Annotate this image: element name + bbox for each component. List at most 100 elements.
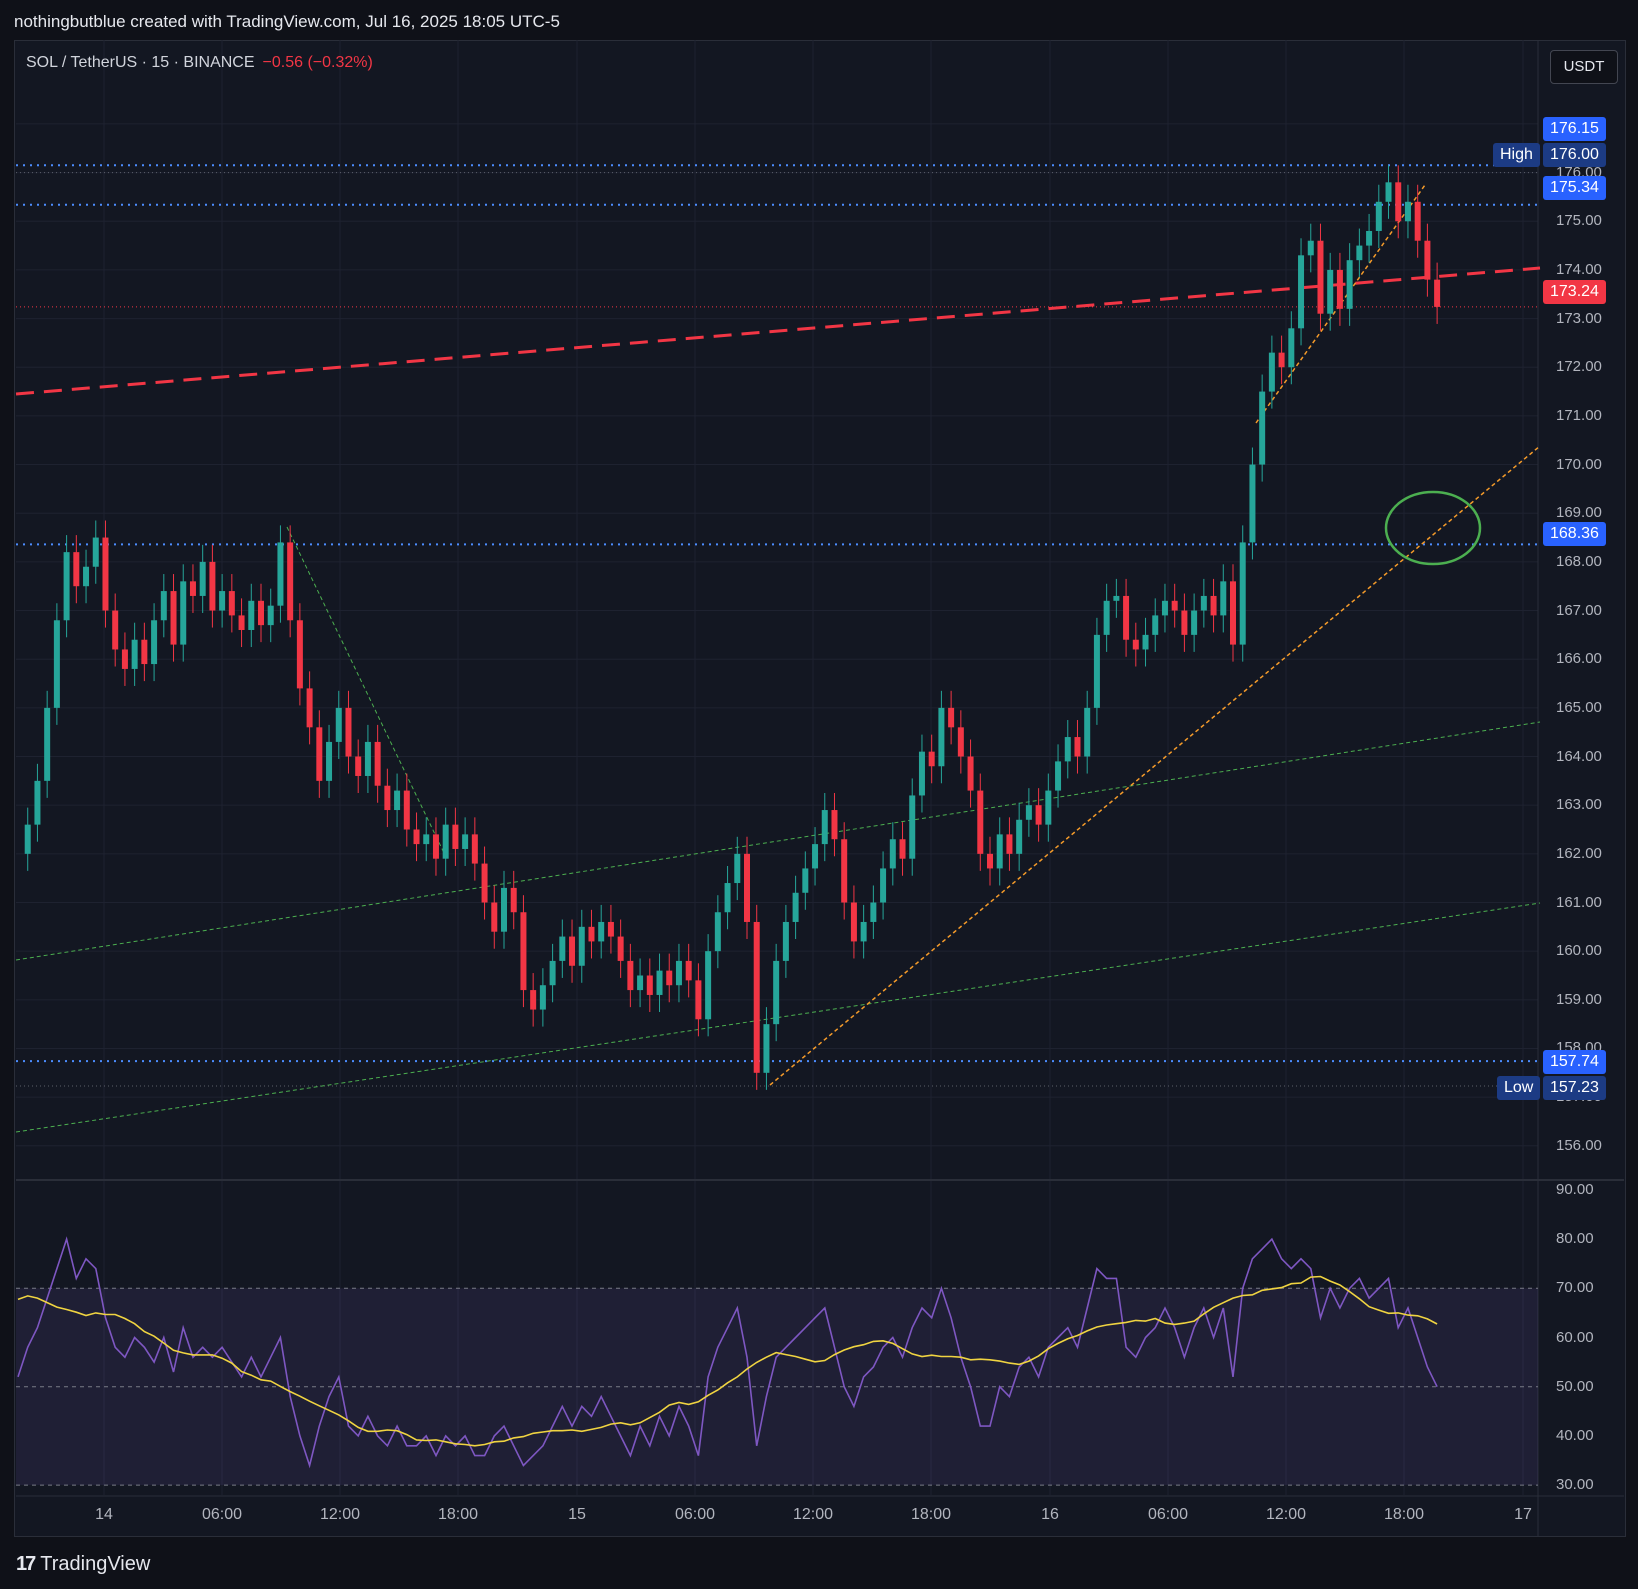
candle-body bbox=[1366, 230, 1373, 246]
candle-body bbox=[1113, 595, 1120, 601]
candle-body bbox=[598, 921, 605, 942]
candle-body bbox=[588, 926, 595, 942]
rsi-line bbox=[17, 1236, 1438, 1469]
candle-body bbox=[267, 605, 274, 626]
tradingview-brand: TradingView bbox=[40, 1553, 151, 1575]
time-tick-label: 12:00 bbox=[319, 1506, 361, 1523]
candle-body bbox=[996, 834, 1003, 869]
candle-body bbox=[734, 853, 741, 884]
candle-body bbox=[802, 868, 809, 893]
candle-body bbox=[1142, 634, 1149, 650]
candle-body bbox=[1230, 581, 1236, 645]
header-bar: nothingbutblue created with TradingView.… bbox=[0, 0, 1638, 40]
highlight-circle bbox=[1384, 490, 1482, 566]
level-label-176-15: 176.15 bbox=[1543, 117, 1606, 141]
candle-body bbox=[491, 902, 498, 932]
candle-body bbox=[1424, 240, 1431, 280]
candle-body bbox=[1307, 240, 1314, 256]
candle-body bbox=[1103, 600, 1110, 635]
candle-body bbox=[539, 985, 546, 1010]
candle-body bbox=[1084, 707, 1091, 757]
header-title: nothingbutblue created with TradingView.… bbox=[14, 12, 560, 31]
candle-body bbox=[607, 921, 614, 937]
currency-button[interactable]: USDT bbox=[1550, 50, 1618, 84]
candle-body bbox=[1171, 600, 1178, 611]
candle-body bbox=[695, 980, 702, 1020]
rsi-tick-label: 60.00 bbox=[1556, 1328, 1594, 1346]
candle-body bbox=[831, 810, 838, 840]
candle-body bbox=[1288, 328, 1295, 368]
time-tick-label: 14 bbox=[95, 1506, 113, 1523]
candle-body bbox=[1317, 240, 1324, 314]
candle-body bbox=[384, 785, 391, 811]
orange-uptrend bbox=[769, 445, 1541, 1086]
candle-body bbox=[1327, 269, 1334, 314]
candle-body bbox=[306, 688, 313, 728]
candle-body bbox=[121, 649, 128, 669]
candle-body bbox=[209, 561, 216, 611]
last-price-label: 173.24 bbox=[1543, 280, 1606, 304]
candle-body bbox=[316, 727, 323, 781]
candle-body bbox=[627, 960, 634, 991]
candle-body bbox=[1152, 615, 1159, 635]
candle-body bbox=[403, 790, 410, 830]
candle-body bbox=[763, 1024, 770, 1073]
candle-body bbox=[442, 824, 449, 859]
candle-body bbox=[326, 741, 333, 781]
candle-body bbox=[258, 600, 264, 626]
candle-body bbox=[1123, 595, 1130, 640]
candle-body bbox=[744, 853, 750, 922]
candle-body bbox=[1385, 182, 1392, 202]
candle-body bbox=[569, 936, 576, 966]
candle-body bbox=[578, 926, 585, 966]
tradingview-logo[interactable]: 17 TradingView bbox=[16, 1553, 150, 1576]
candle-body bbox=[841, 839, 848, 903]
candle-body bbox=[374, 741, 381, 786]
candle-body bbox=[131, 639, 138, 669]
price-tick-label: 162.00 bbox=[1556, 844, 1602, 862]
candle-body bbox=[1404, 201, 1411, 222]
candle-body bbox=[501, 887, 507, 932]
time-tick-label: 18:00 bbox=[1383, 1506, 1425, 1523]
candle-body bbox=[296, 620, 303, 689]
candle-body bbox=[938, 707, 945, 767]
chart-frame[interactable] bbox=[14, 40, 1626, 1537]
candle-body bbox=[335, 707, 342, 742]
candle-body bbox=[724, 883, 731, 913]
candle-body bbox=[821, 810, 828, 845]
candle-body bbox=[1093, 634, 1100, 708]
time-tick-label: 17 bbox=[1514, 1506, 1532, 1523]
rsi-tick-label: 90.00 bbox=[1556, 1180, 1594, 1198]
candle-body bbox=[860, 921, 867, 942]
candle-body bbox=[967, 756, 974, 791]
time-tick-label: 15 bbox=[568, 1506, 586, 1523]
candle-body bbox=[63, 552, 70, 621]
rsi-tick-label: 40.00 bbox=[1556, 1426, 1594, 1444]
price-tick-label: 164.00 bbox=[1556, 747, 1602, 765]
price-tick-label: 175.00 bbox=[1556, 212, 1602, 230]
candle-body bbox=[753, 921, 760, 1073]
candle-body bbox=[180, 581, 187, 645]
candle-body bbox=[228, 591, 235, 616]
candle-body bbox=[899, 839, 906, 859]
candle-body bbox=[1132, 639, 1139, 650]
price-tick-label: 172.00 bbox=[1556, 358, 1602, 376]
symbol-legend[interactable]: SOL / TetherUS · 15 · BINANCE −0.56 (−0.3… bbox=[26, 54, 373, 72]
candle-body bbox=[394, 790, 401, 811]
candle-body bbox=[1414, 201, 1421, 241]
candle-body bbox=[1249, 464, 1256, 543]
candle-body bbox=[1259, 391, 1266, 465]
candle-body bbox=[248, 600, 255, 630]
candle-body bbox=[850, 902, 857, 942]
level-label-175-34: 175.34 bbox=[1543, 176, 1606, 200]
candle-body bbox=[1006, 834, 1013, 854]
candle-body bbox=[1016, 819, 1023, 854]
candle-body bbox=[1045, 790, 1052, 825]
rsi-ma-line bbox=[17, 1275, 1438, 1447]
candle-body bbox=[1064, 737, 1071, 762]
candle-body bbox=[1161, 600, 1168, 616]
candle-body bbox=[102, 537, 109, 611]
price-tick-label: 160.00 bbox=[1556, 942, 1602, 960]
candle-body bbox=[73, 552, 80, 587]
